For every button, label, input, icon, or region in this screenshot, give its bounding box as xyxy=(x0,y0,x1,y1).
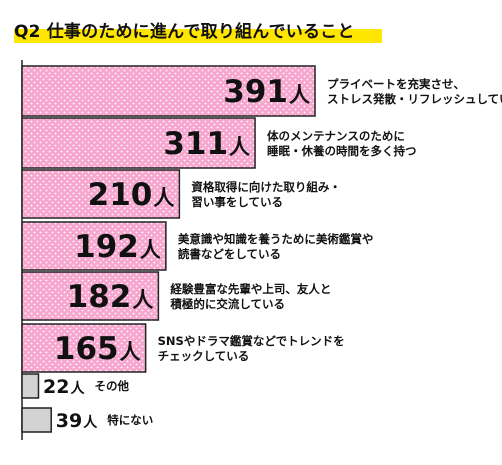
bar xyxy=(21,169,181,219)
category-label: SNSやドラマ鑑賞などでトレンドをチェックしている xyxy=(158,334,345,363)
bar xyxy=(21,221,167,271)
bar xyxy=(21,373,40,399)
bar-value-number: 22 xyxy=(43,376,69,398)
bar-value-number: 391 xyxy=(223,74,288,110)
bar-value-label: 182人 xyxy=(67,279,154,315)
category-label-line: 読書などをしている xyxy=(178,247,281,261)
category-label: 特にない xyxy=(107,413,153,427)
bar-value-label: 22人 xyxy=(43,376,85,398)
category-label-line: ストレス発散・リフレッシュしている xyxy=(327,92,502,106)
category-label-line: 経験豊富な先輩や上司、友人と xyxy=(170,282,331,296)
bar-value-label: 210人 xyxy=(88,177,175,213)
bar-value-number: 165 xyxy=(54,331,119,367)
bar-value-number: 192 xyxy=(74,229,139,265)
bar-value-unit: 人 xyxy=(153,186,174,210)
bar-value-unit: 人 xyxy=(140,238,161,262)
category-label-line: チェックしている xyxy=(158,349,250,363)
category-label-line: 資格取得に向けた取り組み・ xyxy=(191,180,341,194)
bar-value-label: 192人 xyxy=(74,229,161,265)
category-label: 美意識や知識を養うために美術鑑賞や読書などをしている xyxy=(178,232,374,261)
category-label: 体のメンテナンスのために睡眠・休養の時間を多く持つ xyxy=(267,129,417,158)
bar-value-number: 182 xyxy=(67,279,132,315)
category-label-line: プライベートを充実させ、 xyxy=(327,77,465,91)
bar-value-unit: 人 xyxy=(132,288,153,312)
bar xyxy=(21,271,160,321)
bar-value-label: 311人 xyxy=(163,126,250,162)
category-label: その他 xyxy=(94,379,129,393)
category-label-line: 積極的に交流している xyxy=(169,297,285,311)
bar xyxy=(21,117,256,169)
bar-value-unit: 人 xyxy=(83,414,98,431)
category-label-line: 習い事をしている xyxy=(191,195,283,209)
bar-value-unit: 人 xyxy=(289,83,310,107)
bar-value-number: 311 xyxy=(163,126,228,162)
category-label: 資格取得に向けた取り組み・習い事をしている xyxy=(191,180,341,209)
title-text: 仕事のために進んで取り組んでいること xyxy=(46,22,355,42)
category-label-line: 美意識や知識を養うために美術鑑賞や xyxy=(178,232,374,246)
bar-value-unit: 人 xyxy=(70,380,85,397)
bar-value-unit: 人 xyxy=(120,340,141,364)
bar xyxy=(21,407,52,433)
bar-value-number: 210 xyxy=(88,177,153,213)
chart-title: Q2 仕事のために進んで取り組んでいること xyxy=(14,20,382,46)
bar xyxy=(21,323,147,373)
category-label-line: 体のメンテナンスのために xyxy=(267,129,405,143)
bar-value-label: 165人 xyxy=(54,331,141,367)
bar-value-label: 39人 xyxy=(56,410,98,432)
bar-value-unit: 人 xyxy=(229,135,250,159)
title-highlight xyxy=(14,29,382,43)
bar xyxy=(21,65,316,117)
category-label-line: SNSやドラマ鑑賞などでトレンドを xyxy=(158,334,345,348)
category-label: プライベートを充実させ、ストレス発散・リフレッシュしている xyxy=(327,77,502,106)
category-label-line: 睡眠・休養の時間を多く持つ xyxy=(267,144,417,158)
question-number: Q2 xyxy=(14,22,41,42)
bar-value-number: 39 xyxy=(56,410,82,432)
bar-value-label: 391人 xyxy=(223,74,310,110)
category-label: 経験豊富な先輩や上司、友人と積極的に交流している xyxy=(169,282,331,311)
